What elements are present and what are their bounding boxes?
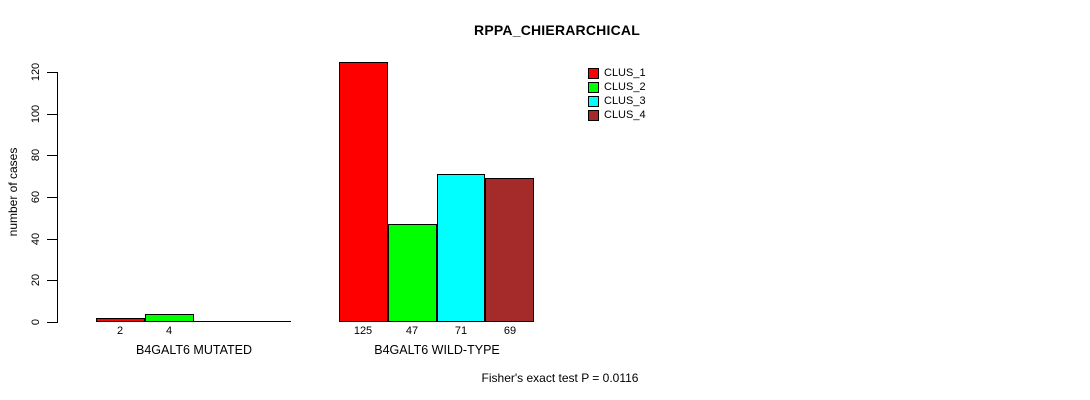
legend-swatch-icon: [588, 109, 599, 121]
y-tick-label: 60: [30, 190, 42, 204]
y-tick-mark: [47, 197, 57, 198]
bar-clus_4-wild-type: [485, 178, 534, 322]
legend-label: CLUS_3: [604, 95, 646, 107]
y-tick-mark: [47, 72, 57, 73]
x-group-label: B4GALT6 MUTATED: [136, 343, 252, 357]
y-tick-label: 120: [30, 62, 42, 82]
y-tick-mark: [47, 114, 57, 115]
legend-swatch-icon: [588, 81, 599, 93]
y-axis-line: [57, 72, 58, 323]
y-tick-mark: [47, 155, 57, 156]
legend-swatch-icon: [588, 95, 599, 107]
y-tick-label: 80: [30, 148, 42, 162]
bar-clus_2-wild-type: [388, 224, 437, 322]
bar-clus_1-wild-type: [339, 62, 388, 322]
bar-value-label: 125: [353, 325, 373, 337]
zero-bar-baseline: [194, 321, 242, 322]
legend-swatch-icon: [588, 67, 599, 79]
y-tick-label: 40: [30, 232, 42, 246]
bar-clus_2-mutated: [145, 314, 194, 322]
y-tick-label: 0: [30, 318, 42, 326]
y-tick-mark: [47, 280, 57, 281]
annotation-text: Fisher's exact test P = 0.0116: [481, 371, 639, 385]
bar-clus_3-wild-type: [437, 174, 485, 322]
x-group-label: B4GALT6 WILD-TYPE: [374, 343, 500, 357]
y-tick-mark: [47, 239, 57, 240]
bar-value-label: 69: [503, 325, 517, 337]
y-axis-label: number of cases: [6, 147, 20, 237]
legend-item: CLUS_1: [588, 66, 646, 80]
bar-clus_1-mutated: [96, 318, 145, 322]
legend: CLUS_1 CLUS_2 CLUS_3 CLUS_4: [588, 66, 646, 122]
legend-item: CLUS_2: [588, 80, 646, 94]
bar-value-label: 47: [405, 325, 419, 337]
legend-item: CLUS_3: [588, 94, 646, 108]
zero-bar-baseline: [242, 321, 291, 322]
chart-title: RPPA_CHIERARCHICAL: [474, 22, 640, 38]
y-tick-mark: [47, 322, 57, 323]
bar-value-label: 4: [165, 325, 173, 337]
bar-value-label: 2: [116, 325, 124, 337]
legend-label: CLUS_2: [604, 81, 646, 93]
legend-item: CLUS_4: [588, 108, 646, 122]
legend-label: CLUS_4: [604, 109, 646, 121]
legend-label: CLUS_1: [604, 67, 646, 79]
y-tick-label: 20: [30, 273, 42, 287]
y-tick-label: 100: [30, 104, 42, 124]
bar-value-label: 71: [454, 325, 468, 337]
